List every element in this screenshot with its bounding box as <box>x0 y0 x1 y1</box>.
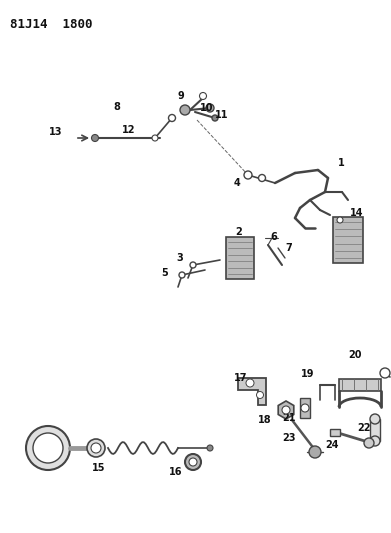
Circle shape <box>91 134 99 141</box>
Circle shape <box>337 217 343 223</box>
Text: 5: 5 <box>161 268 168 278</box>
Polygon shape <box>238 378 266 405</box>
Circle shape <box>91 443 101 453</box>
Text: 7: 7 <box>285 243 292 253</box>
Text: 9: 9 <box>178 91 185 101</box>
Circle shape <box>309 446 321 458</box>
Circle shape <box>246 379 254 387</box>
Circle shape <box>190 262 196 268</box>
Text: 23: 23 <box>282 433 296 443</box>
Text: 3: 3 <box>176 253 183 263</box>
Text: 4: 4 <box>233 178 240 188</box>
Circle shape <box>212 115 218 121</box>
Bar <box>300 398 310 418</box>
Bar <box>339 379 381 391</box>
Text: 17: 17 <box>234 373 248 383</box>
Text: 14: 14 <box>350 208 364 218</box>
Text: 12: 12 <box>122 125 136 135</box>
Circle shape <box>185 454 201 470</box>
Circle shape <box>180 105 190 115</box>
Text: 18: 18 <box>258 415 272 425</box>
Circle shape <box>87 439 105 457</box>
Circle shape <box>258 174 265 182</box>
Circle shape <box>169 115 176 122</box>
Bar <box>333 217 363 263</box>
Circle shape <box>301 404 309 412</box>
Text: 16: 16 <box>169 467 182 477</box>
Circle shape <box>244 171 252 179</box>
Circle shape <box>207 445 213 451</box>
Bar <box>330 429 340 435</box>
Circle shape <box>179 272 185 278</box>
Text: 8: 8 <box>113 102 120 112</box>
Bar <box>370 419 380 441</box>
Text: 24: 24 <box>325 440 339 450</box>
Text: 1: 1 <box>338 158 345 168</box>
Circle shape <box>199 93 206 100</box>
Text: 19: 19 <box>301 369 314 379</box>
Text: 15: 15 <box>92 463 106 473</box>
Circle shape <box>206 104 214 112</box>
Text: 10: 10 <box>200 103 213 113</box>
Circle shape <box>282 406 290 414</box>
Text: 11: 11 <box>215 110 228 120</box>
Text: 81J14  1800: 81J14 1800 <box>10 18 93 31</box>
Circle shape <box>256 392 264 399</box>
Circle shape <box>364 438 374 448</box>
Text: 6: 6 <box>270 232 277 242</box>
Circle shape <box>33 433 63 463</box>
Circle shape <box>26 426 70 470</box>
Circle shape <box>380 368 390 378</box>
Circle shape <box>189 458 197 466</box>
Text: 13: 13 <box>48 127 62 137</box>
Circle shape <box>152 135 158 141</box>
Circle shape <box>370 436 380 446</box>
Text: 22: 22 <box>357 423 371 433</box>
Polygon shape <box>278 401 294 419</box>
Text: 20: 20 <box>348 350 362 360</box>
Bar <box>226 237 254 279</box>
Text: 21: 21 <box>283 413 296 423</box>
Text: 2: 2 <box>235 227 242 237</box>
Circle shape <box>370 414 380 424</box>
